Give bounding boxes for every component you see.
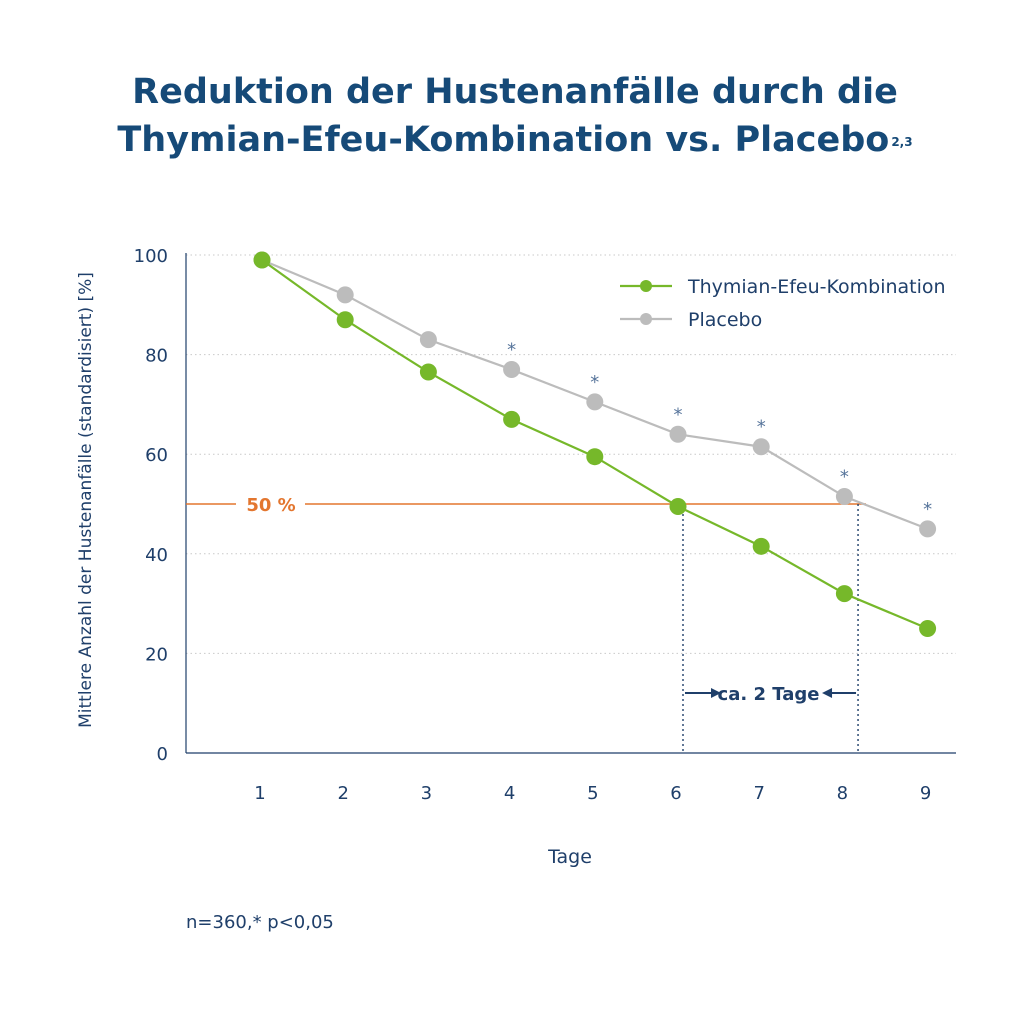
data-point-thymian-efeu-day-6 xyxy=(669,497,687,515)
data-point-placebo-day-7 xyxy=(752,438,770,456)
data-point-thymian-efeu-day-1 xyxy=(253,251,271,269)
data-point-placebo-day-8 xyxy=(835,488,853,506)
significance-marker-day-7: * xyxy=(757,417,766,438)
x-tick-label-8: 8 xyxy=(837,783,848,804)
x-tick-label-9: 9 xyxy=(920,783,931,804)
legend-marker-placebo xyxy=(640,313,652,325)
data-point-placebo-day-9 xyxy=(919,520,937,538)
reference-line-label: 50 % xyxy=(246,495,295,516)
y-tick-label-20: 20 xyxy=(145,644,168,665)
data-point-thymian-efeu-day-8 xyxy=(835,585,853,603)
data-point-thymian-efeu-day-9 xyxy=(919,620,937,637)
data-point-thymian-efeu-day-5 xyxy=(586,448,604,466)
data-point-placebo-day-5 xyxy=(586,393,604,411)
data-point-thymian-efeu-day-2 xyxy=(336,311,354,329)
data-point-placebo-day-6 xyxy=(669,425,687,443)
x-tick-label-5: 5 xyxy=(587,783,598,804)
significance-marker-day-5: * xyxy=(590,372,599,393)
data-point-thymian-efeu-day-7 xyxy=(752,537,770,555)
y-tick-label-0: 0 xyxy=(157,744,168,765)
data-point-thymian-efeu-day-3 xyxy=(419,363,437,381)
significance-marker-day-9: * xyxy=(923,499,932,520)
legend-label-thymian-efeu: Thymian-Efeu-Kombination xyxy=(687,276,946,298)
x-tick-label-6: 6 xyxy=(670,783,681,804)
footnote: n=360,* p<0,05 xyxy=(186,912,334,933)
significance-marker-day-8: * xyxy=(840,467,849,488)
chart-title: Reduktion der Hustenanfälle durch die Th… xyxy=(0,68,1030,164)
y-tick-label-40: 40 xyxy=(145,545,168,566)
title-line-1: Reduktion der Hustenanfälle durch die xyxy=(132,72,898,112)
y-tick-label-60: 60 xyxy=(145,445,168,466)
y-tick-label-80: 80 xyxy=(145,346,168,367)
significance-marker-day-6: * xyxy=(674,404,683,425)
significance-marker-day-4: * xyxy=(507,340,516,361)
y-axis-title: Mittlere Anzahl der Hustenanfälle (stand… xyxy=(76,272,96,728)
data-point-placebo-day-3 xyxy=(419,331,437,349)
annotation-arrow-right-head xyxy=(822,688,833,698)
data-point-placebo-day-4 xyxy=(503,361,521,379)
y-tick-label-100: 100 xyxy=(134,246,168,267)
data-point-placebo-day-2 xyxy=(336,286,354,304)
x-tick-label-1: 1 xyxy=(254,783,265,804)
title-line-2-text: Thymian-Efeu-Kombination vs. Placebo xyxy=(117,120,890,160)
title-line-2: Thymian-Efeu-Kombination vs. Placebo 2,3 xyxy=(0,116,1030,164)
x-tick-label-4: 4 xyxy=(504,783,515,804)
series-line-thymian-efeu xyxy=(261,259,929,630)
title-superscript: 2,3 xyxy=(891,135,913,149)
x-tick-label-7: 7 xyxy=(753,783,764,804)
x-tick-label-2: 2 xyxy=(337,783,348,804)
data-point-thymian-efeu-day-4 xyxy=(503,410,521,428)
annotation-arrow-left-head xyxy=(711,688,721,698)
legend-label-placebo: Placebo xyxy=(688,309,762,331)
annotation-label: ca. 2 Tage xyxy=(718,684,820,705)
legend-marker-thymian-efeu xyxy=(640,280,652,292)
x-tick-label-3: 3 xyxy=(421,783,432,804)
x-axis-title: Tage xyxy=(547,846,592,868)
